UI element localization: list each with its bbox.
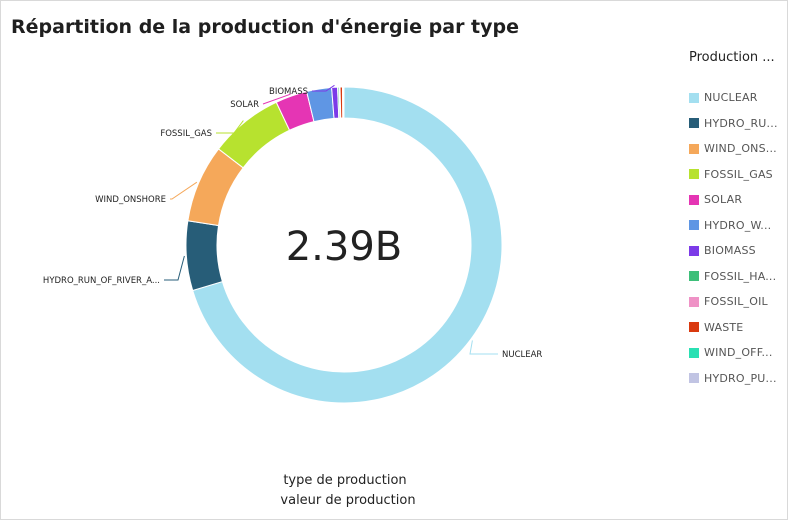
legend-item-wind-ons[interactable]: WIND_ONS... [689, 136, 784, 162]
legend-swatch [689, 322, 699, 333]
legend-swatch [689, 271, 699, 282]
leader-line-fossil-gas [216, 120, 244, 134]
legend-item-fossil-gas[interactable]: FOSSIL_GAS [689, 162, 784, 188]
legend-item-biomass[interactable]: BIOMASS [689, 238, 784, 264]
leader-line-hydro-ru [164, 255, 185, 281]
leader-line-biomass [312, 84, 335, 92]
chart-title: Répartition de la production d'énergie p… [11, 16, 520, 38]
slice-label-nuclear: NUCLEAR [502, 350, 542, 360]
leader-line-nuclear [469, 340, 498, 355]
slice-hydro-pu[interactable] [342, 86, 345, 119]
legend-swatch [689, 373, 699, 384]
slice-label-wind-ons: WIND_ONSHORE [95, 195, 166, 205]
legend-swatch [689, 347, 699, 358]
slice-hydro-ru[interactable] [185, 220, 224, 292]
group-by-caption: type de production [283, 473, 407, 488]
leader-line-wind-ons [170, 181, 198, 200]
slice-label-biomass: BIOMASS [269, 87, 308, 97]
slice-label-solar: SOLAR [230, 100, 259, 110]
legend-swatch [689, 194, 699, 205]
legend-item-hydro-ru[interactable]: HYDRO_RU... [689, 111, 784, 137]
legend-item-fossil-oil[interactable]: FOSSIL_OIL [689, 289, 784, 315]
center-total-value: 2.39B [286, 224, 403, 270]
legend-item-nuclear[interactable]: NUCLEAR [689, 85, 784, 111]
value-caption: valeur de production [280, 493, 416, 508]
legend-item-hydro-w[interactable]: HYDRO_W... [689, 213, 784, 239]
slice-label-fossil-gas: FOSSIL_GAS [160, 129, 212, 139]
legend-swatch [689, 220, 699, 231]
legend-swatch [689, 143, 699, 154]
legend-swatch [689, 92, 699, 103]
legend: NUCLEAR HYDRO_RU... WIND_ONS... FOSSIL_GAS S… [689, 85, 784, 391]
slice-nuclear[interactable] [192, 86, 503, 404]
legend-swatch [689, 118, 699, 129]
legend-item-waste[interactable]: WASTE [689, 315, 784, 341]
leader-line-solar [262, 93, 291, 105]
legend-item-wind-off[interactable]: WIND_OFF... [689, 340, 784, 366]
legend-item-solar[interactable]: SOLAR [689, 187, 784, 213]
legend-swatch [689, 296, 699, 307]
slice-label-hydro-ru: HYDRO_RUN_OF_RIVER_A... [43, 276, 160, 286]
legend-swatch [689, 245, 699, 256]
legend-item-fossil-ha[interactable]: FOSSIL_HA... [689, 264, 784, 290]
legend-swatch [689, 169, 699, 180]
legend-title: Production ... [689, 50, 775, 65]
legend-item-hydro-pu[interactable]: HYDRO_PU... [689, 366, 784, 392]
